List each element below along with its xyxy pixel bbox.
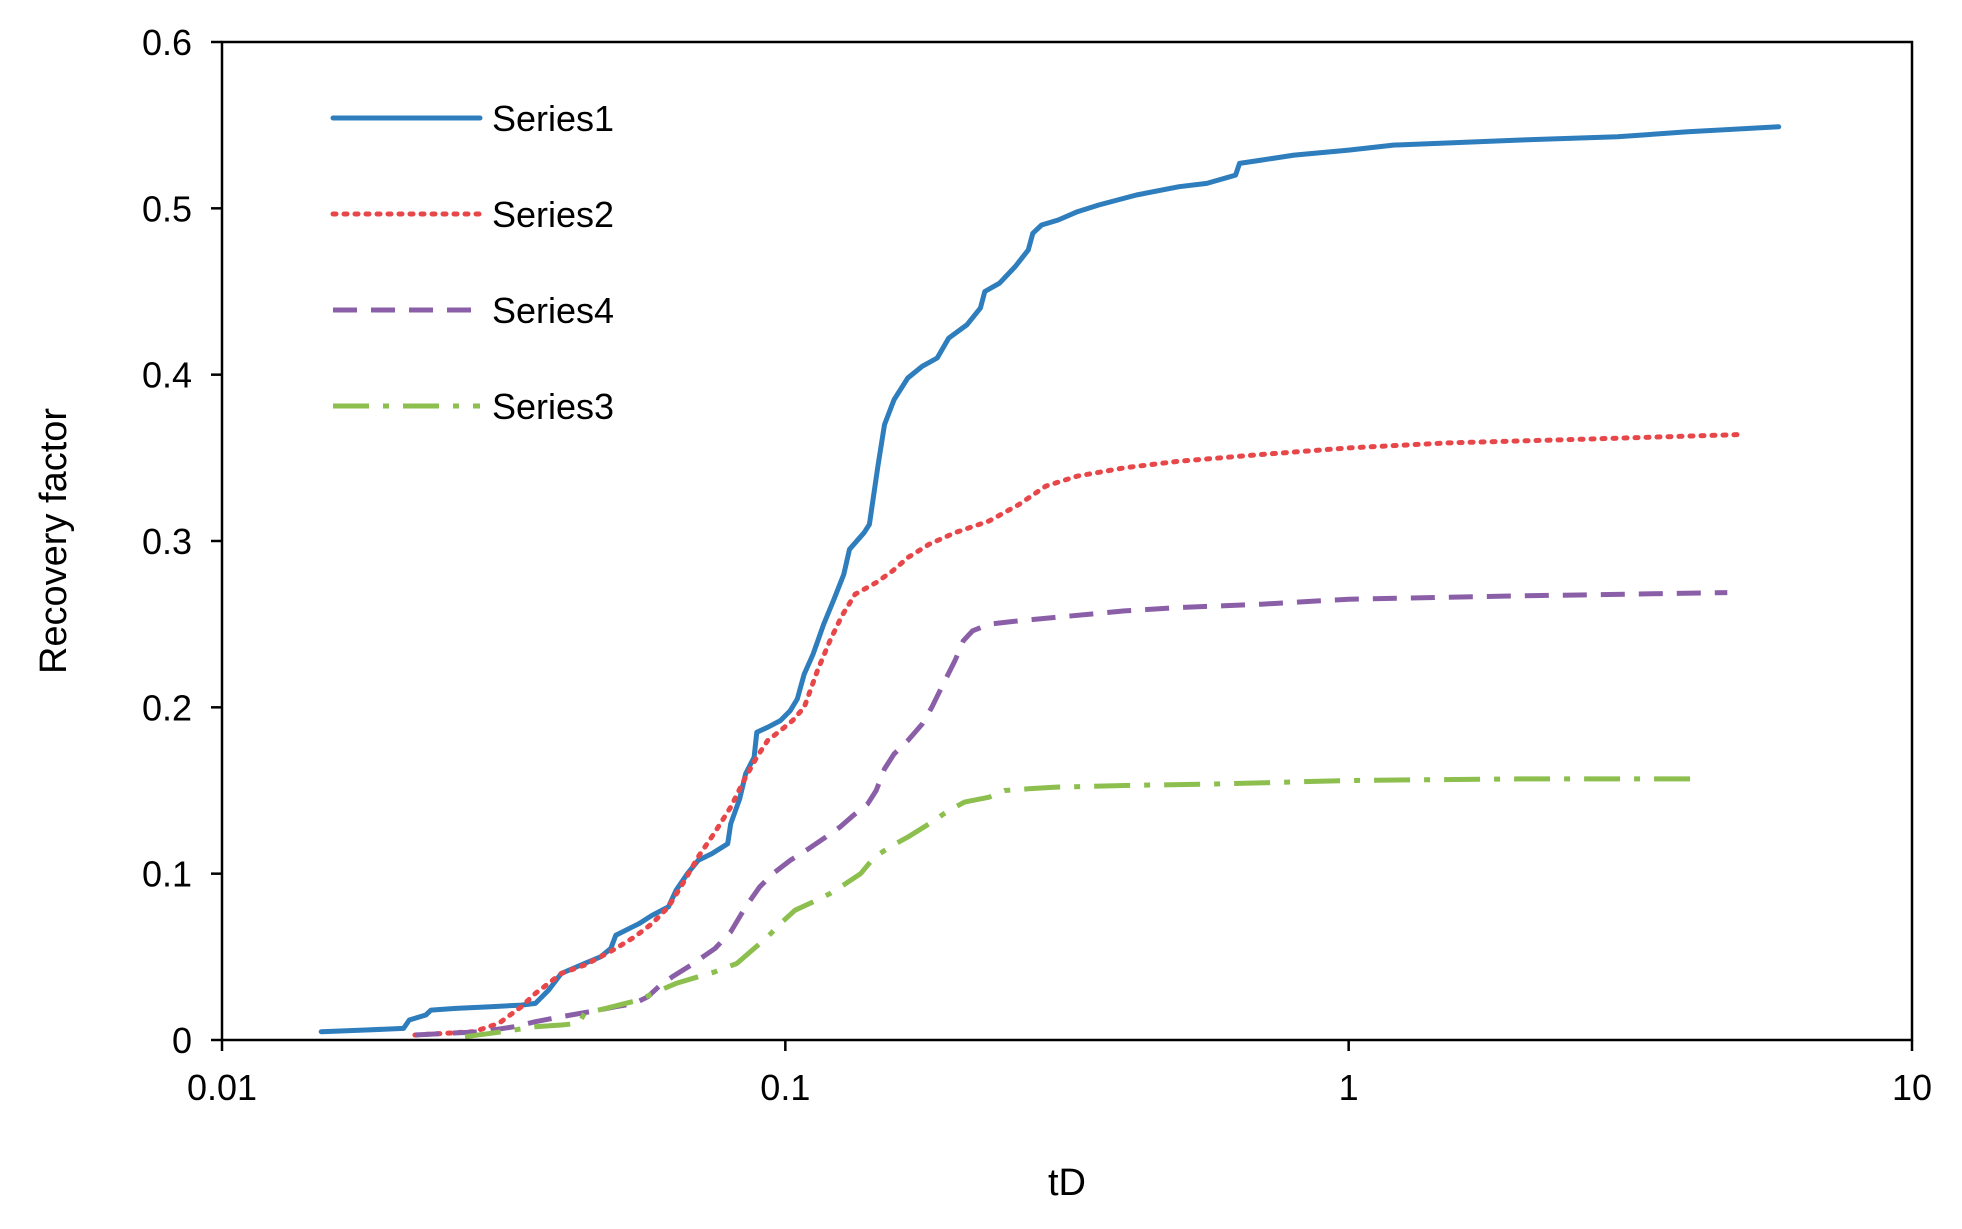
series-series2: [412, 432, 1745, 1038]
legend-item-series2: Series2: [330, 194, 614, 235]
x-tick-label: 10: [1892, 1067, 1932, 1108]
x-tick-label: 0.1: [760, 1067, 810, 1108]
series-layer: [318, 124, 1782, 1040]
series-series3: [464, 776, 1700, 1040]
axis-ticks: [211, 40, 1914, 1051]
y-axis-title: Recovery factor: [33, 408, 75, 674]
legend-label: Series1: [492, 98, 614, 139]
legend-item-series3: Series3: [333, 386, 614, 427]
y-tick-label: 0.5: [142, 188, 192, 229]
legend: Series1 Series2 Series4 Series3: [330, 98, 614, 427]
y-tick-label: 0.1: [142, 854, 192, 895]
legend-label: Series4: [492, 290, 614, 331]
series-line-series3: [464, 776, 1700, 1040]
y-tick-label: 0: [172, 1020, 192, 1061]
y-tick-label: 0.6: [142, 22, 192, 63]
x-tick-label: 0.01: [187, 1067, 257, 1108]
y-tick-label: 0.2: [142, 687, 192, 728]
x-tick-label: 1: [1339, 1067, 1359, 1108]
legend-label: Series3: [492, 386, 614, 427]
series-line-series2: [412, 432, 1745, 1038]
legend-item-series4: Series4: [333, 290, 614, 331]
y-tick-label: 0.4: [142, 355, 192, 396]
y-tick-label: 0.3: [142, 521, 192, 562]
legend-label: Series2: [492, 194, 614, 235]
tick-labels: 0.01 0.1 1 10 0 0.1 0.2 0.3 0.4 0.5 0.6: [142, 22, 1932, 1108]
legend-item-series1: Series1: [330, 98, 614, 139]
x-axis-title: tD: [1048, 1162, 1086, 1204]
